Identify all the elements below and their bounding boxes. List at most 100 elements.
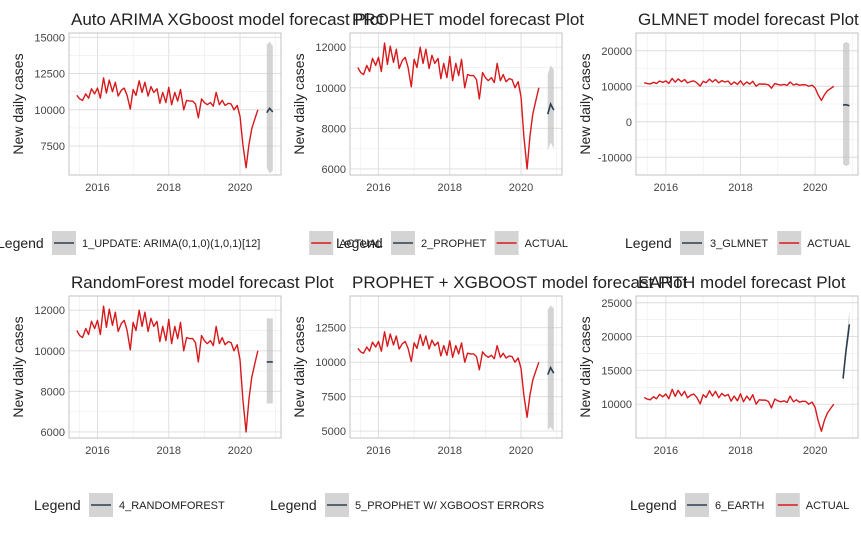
y-tick-label: 20000	[601, 46, 632, 58]
legend-title: Legend	[625, 235, 672, 251]
plot-area	[357, 42, 555, 170]
y-tick-label: 10000	[601, 399, 632, 411]
legend-title: Legend	[270, 497, 317, 513]
plot-area	[643, 309, 851, 432]
plot-frame	[349, 32, 563, 176]
legend-item-label: ACTUAL	[807, 238, 850, 250]
forecast-panel-5: PROPHET + XGBOOST model forecast Plot 500…	[291, 273, 688, 457]
y-tick-label: 15000	[34, 32, 65, 44]
grid	[69, 296, 281, 438]
legend: Legend 2_PROPHET ACTUAL	[336, 231, 568, 255]
legend-title: Legend	[34, 497, 81, 513]
y-axis-title: New daily cases	[577, 316, 593, 417]
forecast-series-line	[547, 365, 555, 375]
legend-item-label: 3_GLMNET	[710, 238, 768, 250]
grid	[350, 296, 562, 438]
plot-frame	[68, 32, 282, 176]
x-tick-label: 2016	[654, 445, 678, 457]
x-tick-label: 2020	[803, 445, 827, 457]
y-tick-label: 10000	[34, 105, 65, 117]
panel-title: RandomForest model forecast Plot	[71, 273, 334, 292]
forecast-series-line	[266, 107, 274, 114]
forecast-panel-6: EARTH model forecast Plot 10000 15000 20000…	[577, 273, 859, 457]
panel-title: EARTH model forecast Plot	[638, 273, 846, 292]
x-tick-label: 2016	[85, 182, 109, 194]
x-tick-label: 2018	[438, 182, 462, 194]
y-axis-title: New daily cases	[10, 53, 26, 154]
y-tick-label: 7500	[41, 141, 65, 153]
legend-title: Legend	[630, 497, 677, 513]
y-tick-label: 10000	[601, 81, 632, 93]
legend-item-label: 6_EARTH	[715, 500, 764, 512]
legend: Legend 4_RANDOMFOREST	[34, 493, 225, 517]
forecast-series-line	[546, 101, 555, 115]
legend-item-label: 1_UPDATE: ARIMA(0,1,0)(1,0,1)[12]	[82, 238, 260, 250]
y-tick-label: 8000	[41, 386, 65, 398]
y-axis-title: New daily cases	[577, 53, 593, 154]
plot-area	[644, 41, 850, 167]
y-tick-label: 10000	[315, 357, 346, 369]
legend-item-label: 2_PROPHET	[421, 238, 487, 250]
plot-area	[357, 305, 555, 432]
legend-item-label: ACTUAL	[339, 238, 382, 250]
x-tick-label: 2020	[509, 445, 533, 457]
y-tick-label: 7500	[322, 392, 346, 404]
y-tick-label: 25000	[601, 298, 632, 310]
x-tick-label: 2020	[803, 182, 827, 194]
y-tick-label: 15000	[601, 365, 632, 377]
y-tick-label: 12500	[315, 323, 346, 335]
confidence-ribbon	[266, 318, 273, 404]
forecast-series-line	[842, 324, 851, 379]
legend: Legend 6_EARTH ACTUAL	[630, 493, 849, 517]
legend-title: Legend	[336, 235, 383, 251]
legend-title: Legend	[0, 235, 44, 251]
actual-series-line	[76, 305, 259, 433]
legend-item-label: ACTUAL	[806, 500, 849, 512]
legend-item-label: 5_PROPHET W/ XGBOOST ERRORS	[355, 500, 544, 512]
y-tick-label: 0	[626, 117, 632, 129]
y-tick-label: 8000	[322, 123, 346, 135]
actual-series-line	[643, 388, 835, 432]
x-tick-label: 2018	[728, 182, 752, 194]
forecast-panel-2: PROPHET model forecast Plot 6000 8000 10000…	[291, 10, 584, 194]
y-tick-label: 12000	[34, 305, 65, 317]
y-axis-title: New daily cases	[291, 53, 307, 154]
x-tick-label: 2020	[228, 182, 252, 194]
plot-frame	[349, 295, 563, 439]
plot-frame	[635, 32, 859, 176]
x-tick-label: 2020	[509, 182, 533, 194]
forecast-series-line	[842, 103, 850, 107]
y-axis-title: New daily cases	[10, 316, 26, 417]
x-tick-label: 2018	[157, 182, 181, 194]
forecast-panel-1: Auto ARIMA XGboost model forecast Plot 75…	[10, 10, 384, 194]
x-tick-label: 2016	[366, 182, 390, 194]
plot-frame	[68, 295, 282, 439]
confidence-ribbon	[547, 65, 554, 151]
x-tick-label: 2020	[228, 445, 252, 457]
x-tick-label: 2016	[654, 182, 678, 194]
y-tick-label: 10000	[315, 83, 346, 95]
x-tick-label: 2018	[438, 445, 462, 457]
actual-series-line	[76, 77, 259, 169]
grid	[636, 296, 858, 438]
y-tick-label: 6000	[41, 427, 65, 439]
y-tick-label: -10000	[598, 152, 632, 164]
y-tick-label: 20000	[601, 332, 632, 344]
y-axis-title: New daily cases	[291, 316, 307, 417]
panel-title: GLMNET model forecast Plot	[638, 10, 859, 29]
plot-frame	[635, 295, 859, 439]
grid	[69, 33, 281, 175]
x-tick-label: 2016	[85, 445, 109, 457]
actual-series-line	[644, 77, 835, 102]
grid	[636, 33, 858, 175]
legend: Legend 5_PROPHET W/ XGBOOST ERRORS	[270, 493, 544, 517]
x-tick-label: 2016	[366, 445, 390, 457]
panel-title: PROPHET model forecast Plot	[352, 10, 584, 29]
y-tick-label: 5000	[322, 426, 346, 438]
y-tick-label: 12500	[34, 69, 65, 81]
y-tick-label: 6000	[322, 164, 346, 176]
y-tick-label: 10000	[34, 346, 65, 358]
legend-item-label: ACTUAL	[525, 238, 568, 250]
plot-area	[76, 41, 274, 174]
panel-title: Auto ARIMA XGboost model forecast Plot	[71, 10, 384, 29]
